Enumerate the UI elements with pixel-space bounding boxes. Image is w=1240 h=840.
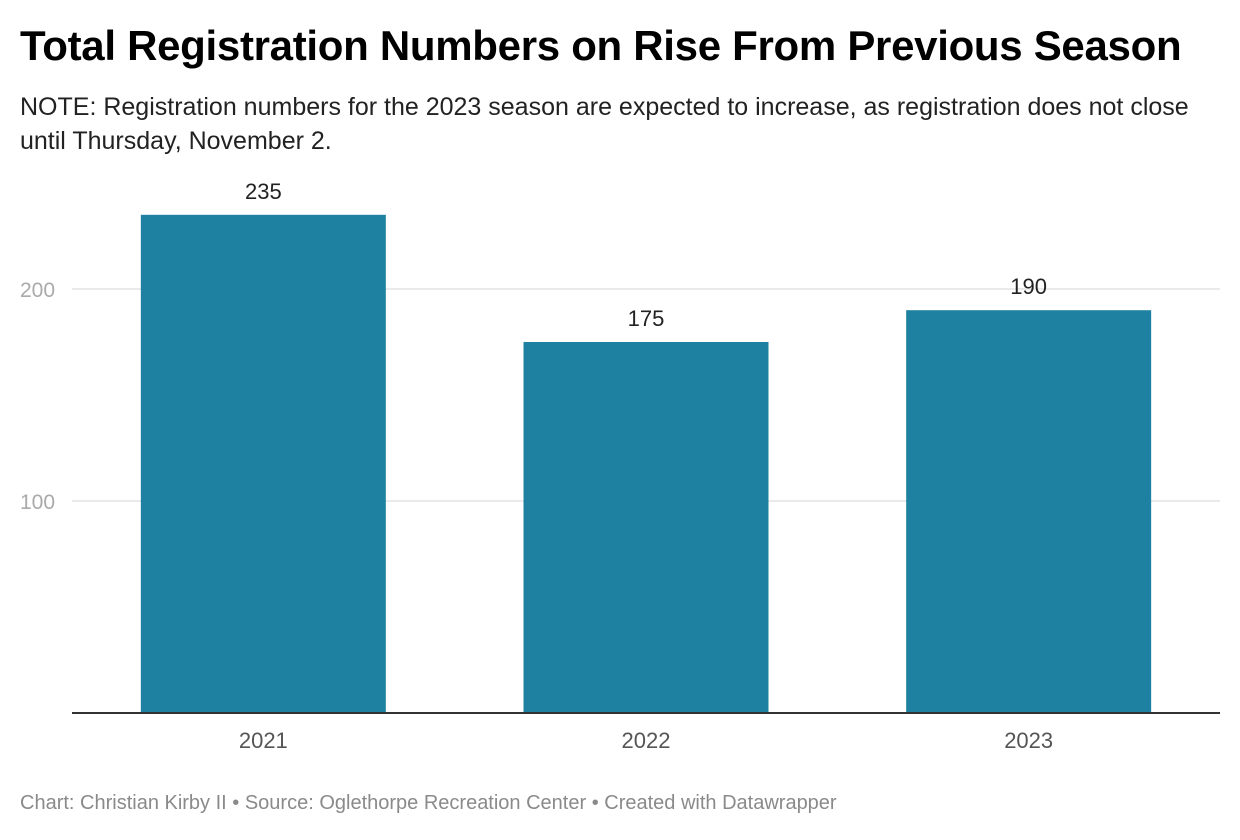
value-labels: 235 175 190: [245, 179, 1047, 331]
value-label-2022: 175: [628, 306, 665, 331]
chart-title: Total Registration Numbers on Rise From …: [20, 22, 1182, 69]
value-label-2023: 190: [1010, 274, 1047, 299]
bar-2023[interactable]: [906, 310, 1152, 713]
y-tick-label: 200: [20, 279, 55, 302]
chart-subtitle: NOTE: Registration numbers for the 2023 …: [20, 93, 1189, 155]
y-tick-label: 100: [20, 491, 55, 514]
axes: 2021 2022 2023: [72, 712, 1220, 753]
bar-2022[interactable]: [523, 342, 769, 713]
value-label-2021: 235: [245, 179, 282, 204]
bars: [140, 214, 1152, 714]
x-category-label-2021: 2021: [239, 728, 288, 753]
x-category-label-2023: 2023: [1004, 728, 1053, 753]
x-category-label-2022: 2022: [622, 728, 671, 753]
bar-2021[interactable]: [140, 214, 386, 714]
chart-footer-credit: Chart: Christian Kirby II • Source: Ogle…: [20, 792, 837, 814]
